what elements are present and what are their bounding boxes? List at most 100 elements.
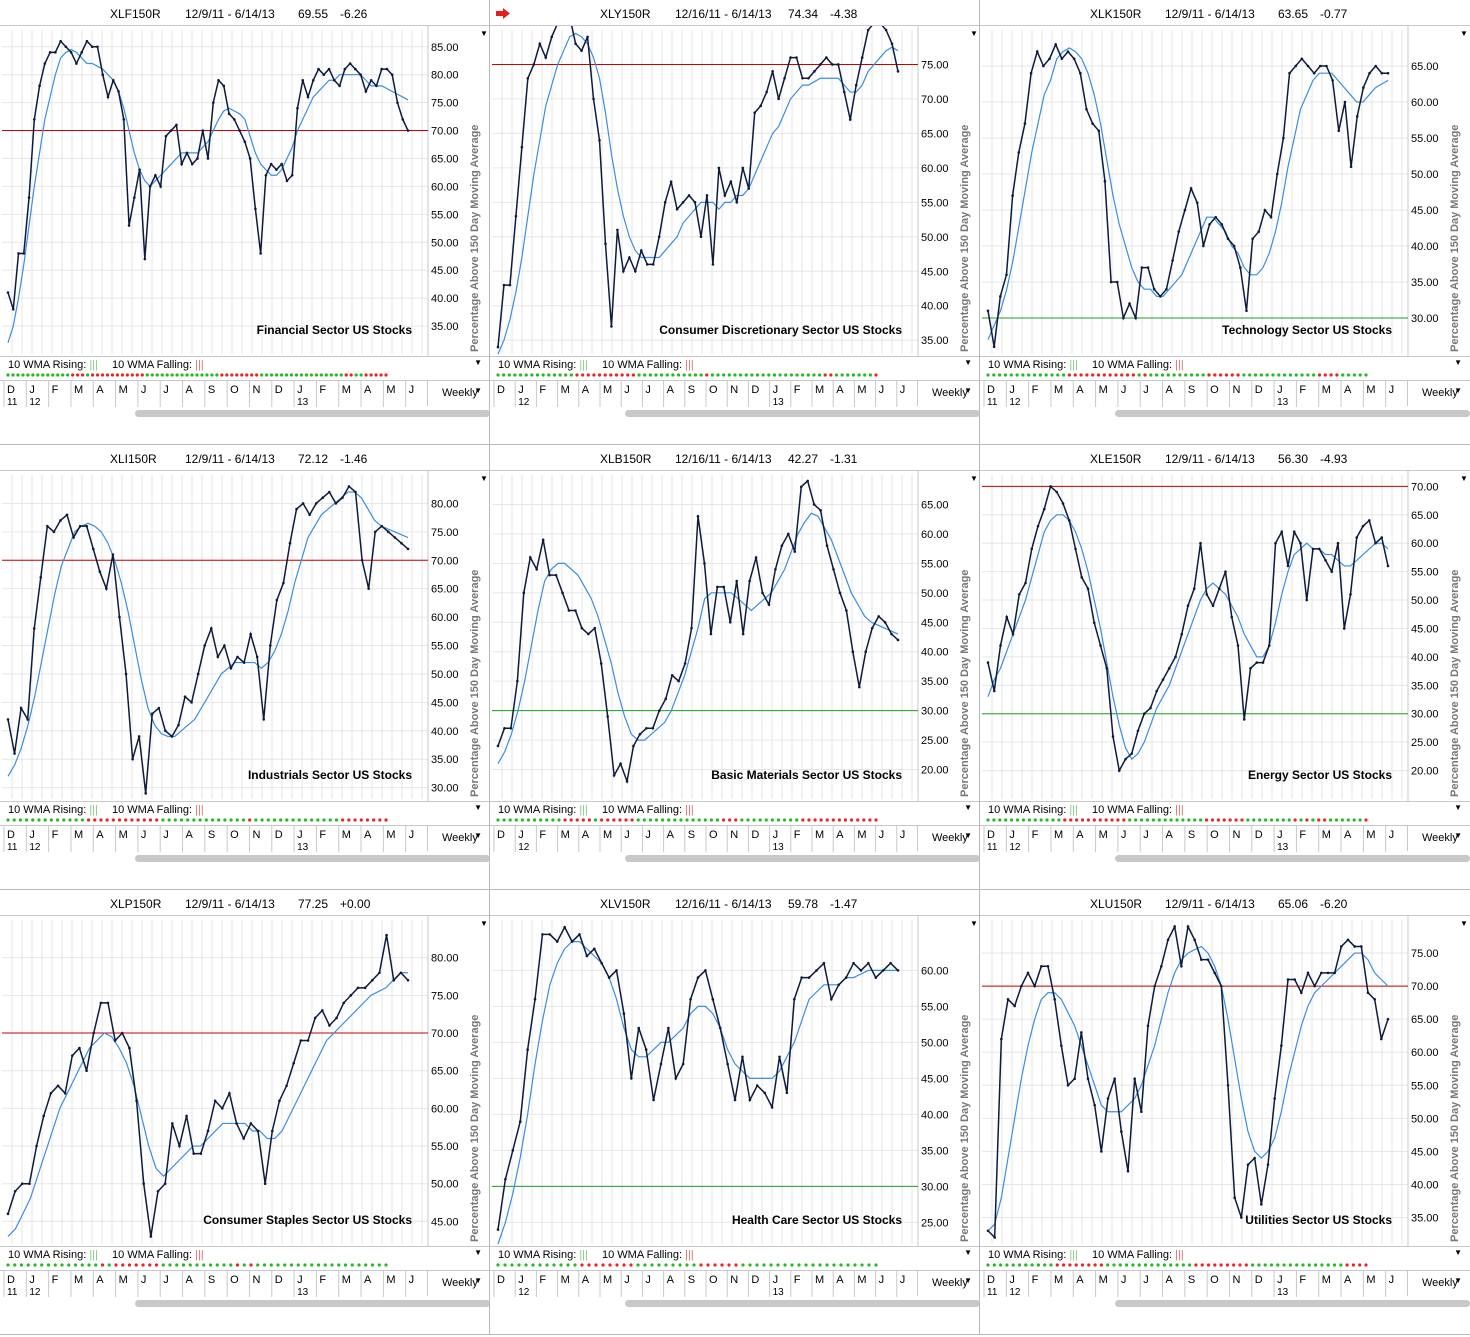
dropdown-triangle-icon[interactable]: ▼: [474, 358, 482, 367]
horizontal-scrollbar[interactable]: [625, 410, 979, 417]
price-point: [857, 685, 861, 689]
price-point: [1042, 507, 1046, 511]
dropdown-triangle-icon[interactable]: ▼: [1454, 358, 1462, 367]
dropdown-triangle-icon[interactable]: ▼: [474, 386, 482, 395]
horizontal-scrollbar[interactable]: [1115, 855, 1470, 862]
price-point: [17, 252, 20, 255]
period-selector[interactable]: Weekly ▼: [917, 825, 979, 851]
chart-panel-xlb150r: XLB150R 12/16/11 - 6/14/13 42.27 -1.31 6…: [490, 445, 980, 890]
wma-dot: [1293, 818, 1297, 822]
wma-dot: [16, 373, 20, 377]
horizontal-scrollbar[interactable]: [135, 855, 489, 862]
price-point: [11, 308, 15, 311]
price-point: [285, 179, 289, 183]
price-point: [1274, 541, 1277, 545]
dropdown-triangle-icon[interactable]: ▼: [1454, 1248, 1462, 1257]
chart-title: Basic Materials Sector US Stocks: [711, 768, 902, 782]
wma-line: [7, 491, 409, 777]
y-tick-label: 65.00: [1411, 510, 1439, 522]
y-tick-label: 40.00: [431, 726, 459, 738]
y-tick-label: 55.00: [921, 1001, 949, 1013]
price-point: [285, 1084, 288, 1088]
wma-dot: [545, 1263, 549, 1267]
wma-dot: [215, 1263, 219, 1267]
chart-plot[interactable]: 85.0080.0075.0070.0065.0060.0055.0050.00…: [0, 26, 490, 356]
horizontal-scrollbar[interactable]: [1115, 1300, 1470, 1307]
chart-plot[interactable]: 75.0070.0065.0060.0055.0050.0045.0040.00…: [490, 26, 980, 356]
wma-dot: [592, 373, 596, 377]
period-selector[interactable]: Weekly ▼: [917, 1270, 979, 1296]
wma-dot: [1216, 818, 1220, 822]
price-point: [406, 547, 410, 551]
year-label: 13: [1277, 397, 1289, 407]
price-point: [522, 591, 526, 595]
chart-plot[interactable]: 65.0060.0055.0050.0045.0040.0035.0030.00…: [980, 26, 1470, 356]
dropdown-triangle-icon[interactable]: ▼: [1454, 386, 1462, 395]
period-selector[interactable]: Weekly ▼: [917, 380, 979, 406]
price-point: [696, 514, 700, 518]
dropdown-triangle-icon[interactable]: ▼: [474, 1276, 482, 1285]
month-label: A: [186, 1274, 194, 1286]
y-tick-label: 20.00: [1411, 766, 1439, 778]
wma-dot: [1055, 1263, 1059, 1267]
chart-plot[interactable]: 75.0070.0065.0060.0055.0050.0045.0040.00…: [980, 916, 1470, 1246]
month-label: N: [730, 829, 738, 841]
wma-dot: [1193, 818, 1197, 822]
price-point: [150, 712, 154, 716]
price-point: [400, 541, 403, 545]
month-label: J: [1009, 829, 1015, 841]
chart-plot[interactable]: 65.0060.0055.0050.0045.0040.0035.0030.00…: [490, 471, 980, 801]
price-point: [180, 162, 183, 166]
dropdown-triangle-icon[interactable]: ▼: [474, 831, 482, 840]
price-point: [759, 104, 762, 108]
price-point: [837, 983, 841, 987]
price-point: [755, 1084, 759, 1087]
chart-plot[interactable]: 60.0055.0050.0045.0040.0035.0030.0025.00…: [490, 916, 980, 1246]
dropdown-triangle-icon[interactable]: ▼: [964, 358, 972, 367]
time-axis: D J 12 F M A M J J A S O N D J 13 F M A M J J: [490, 825, 979, 853]
year-label: 12: [1009, 842, 1021, 852]
wma-dot: [99, 818, 103, 822]
wma-dot: [1188, 1263, 1192, 1267]
dropdown-triangle-icon[interactable]: ▼: [964, 386, 972, 395]
horizontal-scrollbar[interactable]: [135, 410, 489, 417]
chart-plot[interactable]: 80.0075.0070.0065.0060.0055.0050.0045.00…: [0, 471, 490, 801]
dropdown-triangle-icon[interactable]: ▼: [1454, 831, 1462, 840]
wma-indicator-row: 10 WMA Rising: ||| 10 WMA Falling: ||| ▼: [980, 801, 1470, 825]
price-point: [1200, 958, 1203, 961]
period-selector[interactable]: Weekly ▼: [1407, 1270, 1470, 1296]
wma-dot: [254, 818, 258, 822]
wma-dot: [62, 818, 66, 822]
wma-dot: [19, 1263, 24, 1267]
period-selector[interactable]: Weekly ▼: [427, 380, 489, 406]
dropdown-triangle-icon[interactable]: ▼: [964, 831, 972, 840]
wma-dot: [357, 1263, 361, 1267]
horizontal-scrollbar[interactable]: [625, 1300, 979, 1307]
wma-dot: [1056, 373, 1060, 377]
y-tick-label: 70.00: [921, 94, 949, 106]
dropdown-triangle-icon[interactable]: ▼: [1454, 803, 1462, 812]
month-label: J: [163, 1274, 169, 1286]
price-point: [1374, 541, 1377, 545]
dropdown-triangle-icon[interactable]: ▼: [964, 1276, 972, 1285]
wma-dot: [1120, 373, 1124, 377]
dropdown-triangle-icon[interactable]: ▼: [474, 1248, 482, 1257]
price-point: [1280, 530, 1284, 534]
price-point: [1282, 136, 1285, 140]
period-selector[interactable]: Weekly ▼: [1407, 825, 1470, 851]
chart-plot[interactable]: 70.0065.0060.0055.0050.0045.0040.0035.00…: [980, 471, 1470, 801]
period-selector[interactable]: Weekly ▼: [1407, 380, 1470, 406]
price-point: [832, 567, 835, 571]
horizontal-scrollbar[interactable]: [1115, 410, 1470, 417]
horizontal-scrollbar[interactable]: [135, 1300, 489, 1307]
price-line: [987, 42, 1388, 347]
dropdown-triangle-icon[interactable]: ▼: [964, 1248, 972, 1257]
chart-plot[interactable]: 80.0075.0070.0065.0060.0055.0050.0045.00…: [0, 916, 490, 1246]
period-selector[interactable]: Weekly ▼: [427, 825, 489, 851]
price-point: [228, 1092, 231, 1095]
horizontal-scrollbar[interactable]: [625, 855, 979, 862]
dropdown-triangle-icon[interactable]: ▼: [1454, 1276, 1462, 1285]
dropdown-triangle-icon[interactable]: ▼: [474, 803, 482, 812]
period-selector[interactable]: Weekly ▼: [427, 1270, 489, 1296]
dropdown-triangle-icon[interactable]: ▼: [964, 803, 972, 812]
